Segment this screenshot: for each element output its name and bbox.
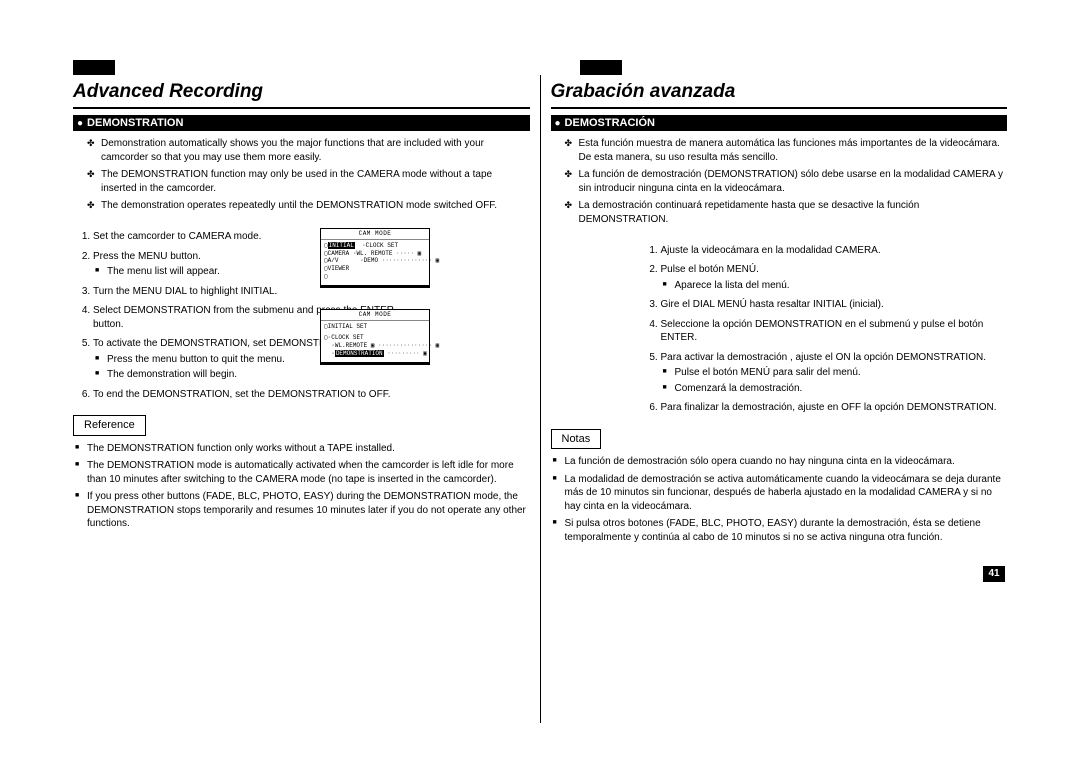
- osd-cell: A/V: [328, 257, 339, 264]
- substep: Aparece la lista del menú.: [675, 279, 1008, 293]
- osd-cell: CLOCK SET: [331, 334, 363, 341]
- page-number: 41: [983, 566, 1005, 582]
- step-text: Pulse el botón MENÚ.: [661, 264, 759, 275]
- step-item: Para finalizar la demostración, ajuste e…: [661, 401, 1008, 415]
- substep: Comenzará la demostración.: [675, 382, 1008, 396]
- step-text: Para finalizar la demostración, ajuste e…: [661, 402, 997, 413]
- osd-cell: WL.REMOTE: [335, 342, 367, 349]
- intro-list-right: Esta función muestra de manera automátic…: [551, 137, 1008, 226]
- intro-item: La demostración continuará repetidamente…: [579, 199, 1008, 226]
- manual-page: Advanced Recording ● DEMONSTRATION Demons…: [0, 0, 1080, 763]
- heading-left: Advanced Recording: [73, 75, 530, 109]
- step-text: Set the camcorder to CAMERA mode.: [93, 231, 261, 242]
- reference-list-left: The DEMONSTRATION function only works wi…: [73, 442, 530, 531]
- osd-title: CAM MODE: [321, 229, 429, 240]
- bullet-icon: ●: [555, 118, 561, 129]
- heading-right: Grabación avanzada: [551, 75, 1008, 109]
- intro-item: La función de demostración (DEMONSTRATIO…: [579, 168, 1008, 195]
- step-text: Gire el DIAL MENÚ hasta resaltar INITIAL…: [661, 299, 884, 310]
- reference-item: La modalidad de demostración se activa a…: [565, 473, 1008, 514]
- osd-menu-top: CAM MODE ▢INITIAL ◦CLOCK SET ▢CAMERA ◦WL…: [320, 228, 430, 287]
- section-title-left: ● DEMONSTRATION: [73, 115, 530, 131]
- osd-cell: WL. REMOTE: [356, 250, 392, 257]
- step-item: To end the DEMONSTRATION, set the DEMONS…: [93, 388, 400, 402]
- reference-item: The DEMONSTRATION function only works wi…: [87, 442, 530, 456]
- right-body: Esta función muestra de manera automátic…: [551, 137, 1008, 544]
- intro-item: Demonstration automatically shows you th…: [101, 137, 530, 164]
- osd-cell: VIEWER: [328, 265, 350, 272]
- section-title-right: ● DEMOSTRACIÓN: [551, 115, 1008, 131]
- intro-list-left: Demonstration automatically shows you th…: [73, 137, 530, 213]
- step-text: Ajuste la videocámara en la modalidad CA…: [661, 245, 881, 256]
- step-text: Para activar la demostración , ajuste el…: [661, 352, 986, 363]
- osd-menu-figures: CAM MODE ▢INITIAL ◦CLOCK SET ▢CAMERA ◦WL…: [320, 228, 430, 386]
- reference-list-right: La función de demostración sólo opera cu…: [551, 455, 1008, 544]
- substep: Pulse el botón MENÚ para salir del menú.: [675, 366, 1008, 380]
- left-column: Advanced Recording ● DEMONSTRATION Demons…: [73, 75, 541, 723]
- step-item: Seleccione la opción DEMONSTRATION en el…: [661, 318, 1008, 345]
- osd-cell: DEMONSTRATION: [335, 350, 384, 357]
- step-item: Para activar la demostración , ajuste el…: [661, 351, 1008, 396]
- osd-header: INITIAL SET: [328, 323, 368, 330]
- reference-item: La función de demostración sólo opera cu…: [565, 455, 1008, 469]
- osd-cell: DEMO: [364, 257, 378, 264]
- osd-cell: CLOCK SET: [366, 242, 398, 249]
- steps-list-right: Ajuste la videocámara en la modalidad CA…: [641, 244, 1008, 415]
- step-item: Gire el DIAL MENÚ hasta resaltar INITIAL…: [661, 298, 1008, 312]
- reference-item: If you press other buttons (FADE, BLC, P…: [87, 490, 530, 531]
- reference-label-left: Reference: [73, 415, 146, 436]
- right-column: Grabación avanzada ● DEMOSTRACIÓN Esta fu…: [541, 75, 1008, 723]
- reference-label-right: Notas: [551, 429, 602, 450]
- reference-item: The DEMONSTRATION mode is automatically …: [87, 459, 530, 486]
- reference-item: Si pulsa otros botones (FADE, BLC, PHOTO…: [565, 517, 1008, 544]
- section-title-text: DEMONSTRATION: [87, 117, 183, 129]
- intro-item: The demonstration operates repeatedly un…: [101, 199, 530, 213]
- step-text: Press the MENU button.: [93, 251, 201, 262]
- osd-cell: CAMERA: [328, 250, 350, 257]
- osd-title: CAM MODE: [321, 310, 429, 321]
- osd-menu-bottom: CAM MODE ▢INITIAL SET ▢◦CLOCK SET ◦WL.RE…: [320, 309, 430, 364]
- header-tab-right: [580, 60, 622, 75]
- osd-cell: INITIAL: [328, 242, 355, 249]
- step-item: Pulse el botón MENÚ. Aparece la lista de…: [661, 263, 1008, 292]
- bullet-icon: ●: [77, 118, 83, 129]
- section-title-text: DEMOSTRACIÓN: [565, 117, 655, 129]
- intro-item: The DEMONSTRATION function may only be u…: [101, 168, 530, 195]
- step-text: Turn the MENU DIAL to highlight INITIAL.: [93, 286, 277, 297]
- two-column-layout: Advanced Recording ● DEMONSTRATION Demons…: [73, 75, 1007, 723]
- header-tab-left: [73, 60, 115, 75]
- left-body: Demonstration automatically shows you th…: [73, 137, 530, 531]
- step-item: Ajuste la videocámara en la modalidad CA…: [661, 244, 1008, 258]
- intro-item: Esta función muestra de manera automátic…: [579, 137, 1008, 164]
- step-text: To end the DEMONSTRATION, set the DEMONS…: [93, 389, 390, 400]
- step-text: Seleccione la opción DEMONSTRATION en el…: [661, 319, 984, 344]
